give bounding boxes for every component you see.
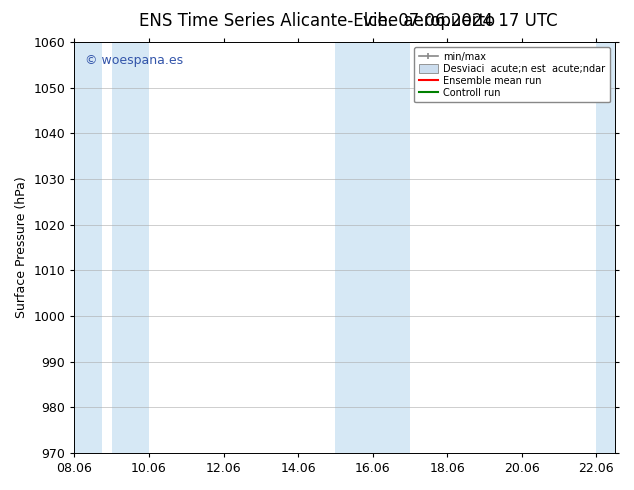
Y-axis label: Surface Pressure (hPa): Surface Pressure (hPa)	[15, 176, 28, 318]
Text: © woespana.es: © woespana.es	[85, 54, 183, 68]
Legend: min/max, Desviaci  acute;n est  acute;ndar, Ensemble mean run, Controll run: min/max, Desviaci acute;n est acute;ndar…	[414, 47, 610, 102]
Bar	[596, 42, 615, 453]
Text: vie. 07.06.2024 17 UTC: vie. 07.06.2024 17 UTC	[363, 12, 558, 30]
Text: ENS Time Series Alicante-Elche aeropuerto: ENS Time Series Alicante-Elche aeropuert…	[139, 12, 495, 30]
Bar	[74, 42, 103, 453]
Bar	[112, 42, 149, 453]
Bar	[335, 42, 410, 453]
